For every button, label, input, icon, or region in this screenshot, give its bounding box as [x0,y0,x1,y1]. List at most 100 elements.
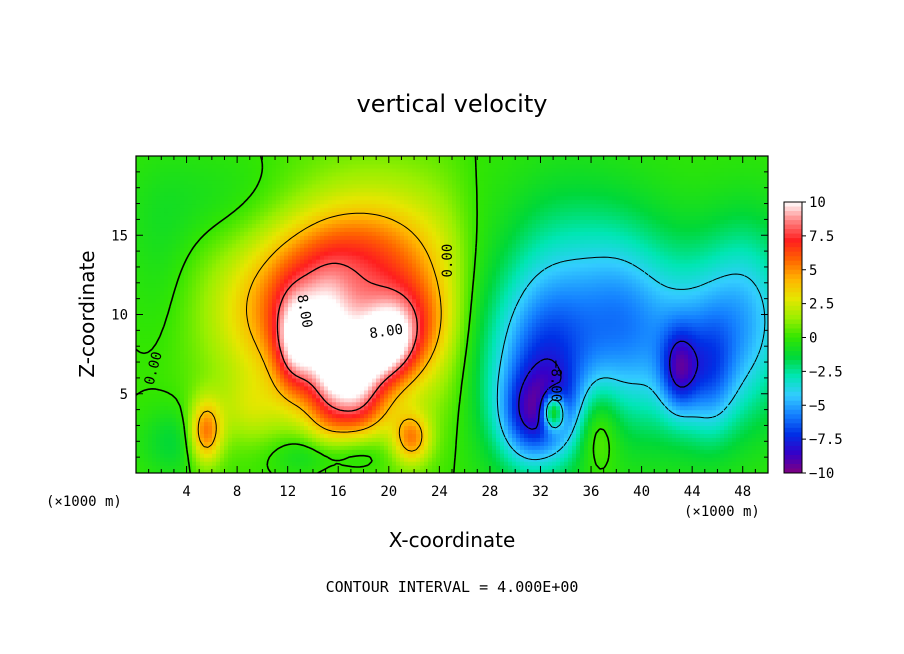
heatmap-cell [720,429,725,434]
heatmap-cell [488,457,493,462]
heatmap-cell [660,453,665,458]
heatmap-cell [464,389,469,395]
heatmap-cell [532,405,537,411]
heatmap-cell [468,358,473,363]
heatmap-cell [764,401,768,407]
heatmap-cell [680,358,685,363]
heatmap-cell [492,369,497,375]
heatmap-cell [496,453,501,458]
heatmap-cell [160,437,165,442]
heatmap-cell [728,437,733,442]
heatmap-cell [180,358,185,363]
heatmap-cell [228,425,233,431]
heatmap-cell [696,350,701,355]
heatmap-cell [652,393,657,399]
heatmap-cell [416,417,421,423]
heatmap-cell [712,461,717,466]
heatmap-cell [712,350,717,355]
heatmap-cell [192,381,197,387]
heatmap-cell [284,369,289,375]
heatmap-cell [192,437,197,442]
heatmap-cell [180,393,185,399]
heatmap-cell [160,445,165,450]
heatmap-cell [256,461,261,466]
heatmap-cell [208,445,213,450]
heatmap-cell [348,401,353,407]
heatmap-cell [672,401,677,407]
heatmap-cell [380,393,385,399]
heatmap-cell [476,377,481,383]
heatmap-cell [572,397,577,403]
heatmap-cell [572,441,577,446]
heatmap-cell [704,413,709,419]
heatmap-cell [588,381,593,387]
heatmap-cell [188,389,193,395]
heatmap-cell [240,381,245,387]
heatmap-cell [588,417,593,423]
heatmap-cell [572,457,577,462]
heatmap-cell [484,441,489,446]
heatmap-cell [228,457,233,462]
heatmap-cell [496,385,501,391]
heatmap-cell [704,369,709,375]
heatmap-cell [736,437,741,442]
heatmap-cell [652,457,657,462]
heatmap-cell [500,457,505,462]
heatmap-cell [388,461,393,466]
heatmap-cell [380,401,385,407]
heatmap-cell [184,461,189,466]
heatmap-cell [708,362,713,367]
heatmap-cell [276,362,281,367]
heatmap-cell [156,366,161,371]
heatmap-cell [160,453,165,458]
heatmap-cell [160,413,165,419]
heatmap-cell [716,429,721,434]
heatmap-cell [660,373,665,379]
heatmap-cell [740,358,745,363]
heatmap-cell [364,417,369,423]
heatmap-cell [660,413,665,419]
heatmap-cell [292,437,297,442]
heatmap-cell [452,366,457,371]
heatmap-cell [576,362,581,367]
heatmap-cell [168,445,173,450]
heatmap-cell [632,417,637,423]
heatmap-cell [692,449,697,454]
heatmap-cell [240,377,245,383]
heatmap-cell [528,366,533,371]
heatmap-cell [312,362,317,367]
heatmap-cell [204,389,209,395]
heatmap-cell [452,393,457,399]
heatmap-cell [244,413,249,419]
heatmap-cell [652,433,657,438]
heatmap-cell [328,433,333,438]
heatmap-cell [208,437,213,442]
heatmap-cell [540,393,545,399]
heatmap-cell [512,366,517,371]
heatmap-cell [616,433,621,438]
heatmap-cell [252,350,257,355]
heatmap-cell [536,409,541,415]
heatmap-cell [168,366,173,371]
heatmap-cell [740,433,745,438]
heatmap-cell [300,358,305,363]
heatmap-cell [360,433,365,438]
heatmap-cell [268,413,273,419]
heatmap-cell [516,350,521,355]
heatmap-cell [340,469,345,473]
heatmap-cell [756,358,761,363]
heatmap-cell [636,362,641,367]
heatmap-cell [444,425,449,431]
heatmap-cell [444,350,449,355]
heatmap-cell [644,413,649,419]
heatmap-cell [468,445,473,450]
heatmap-cell [332,369,337,375]
heatmap-cell [352,461,357,466]
heatmap-cell [592,381,597,387]
heatmap-cell [424,445,429,450]
heatmap-cell [680,461,685,466]
heatmap-cell [180,354,185,359]
heatmap-cell [712,354,717,359]
heatmap-cell [264,449,269,454]
heatmap-cell [520,393,525,399]
